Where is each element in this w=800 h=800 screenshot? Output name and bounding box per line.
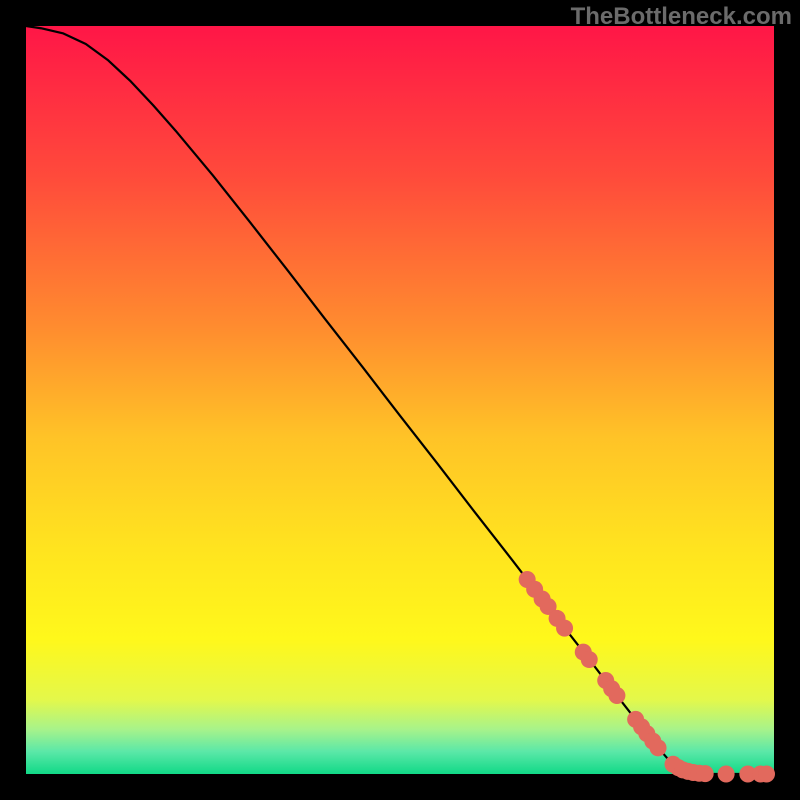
chart-overlay-svg bbox=[26, 26, 774, 774]
data-marker bbox=[758, 766, 775, 783]
data-marker bbox=[650, 739, 667, 756]
watermark-text: TheBottleneck.com bbox=[571, 3, 792, 31]
plot-area bbox=[26, 26, 774, 774]
data-marker bbox=[608, 687, 625, 704]
markers-group bbox=[519, 571, 775, 782]
chart-container: TheBottleneck.com bbox=[0, 0, 800, 800]
data-marker bbox=[718, 766, 735, 783]
curve-line bbox=[26, 26, 774, 774]
data-marker bbox=[581, 651, 598, 668]
data-marker bbox=[556, 620, 573, 637]
data-marker bbox=[697, 765, 714, 782]
